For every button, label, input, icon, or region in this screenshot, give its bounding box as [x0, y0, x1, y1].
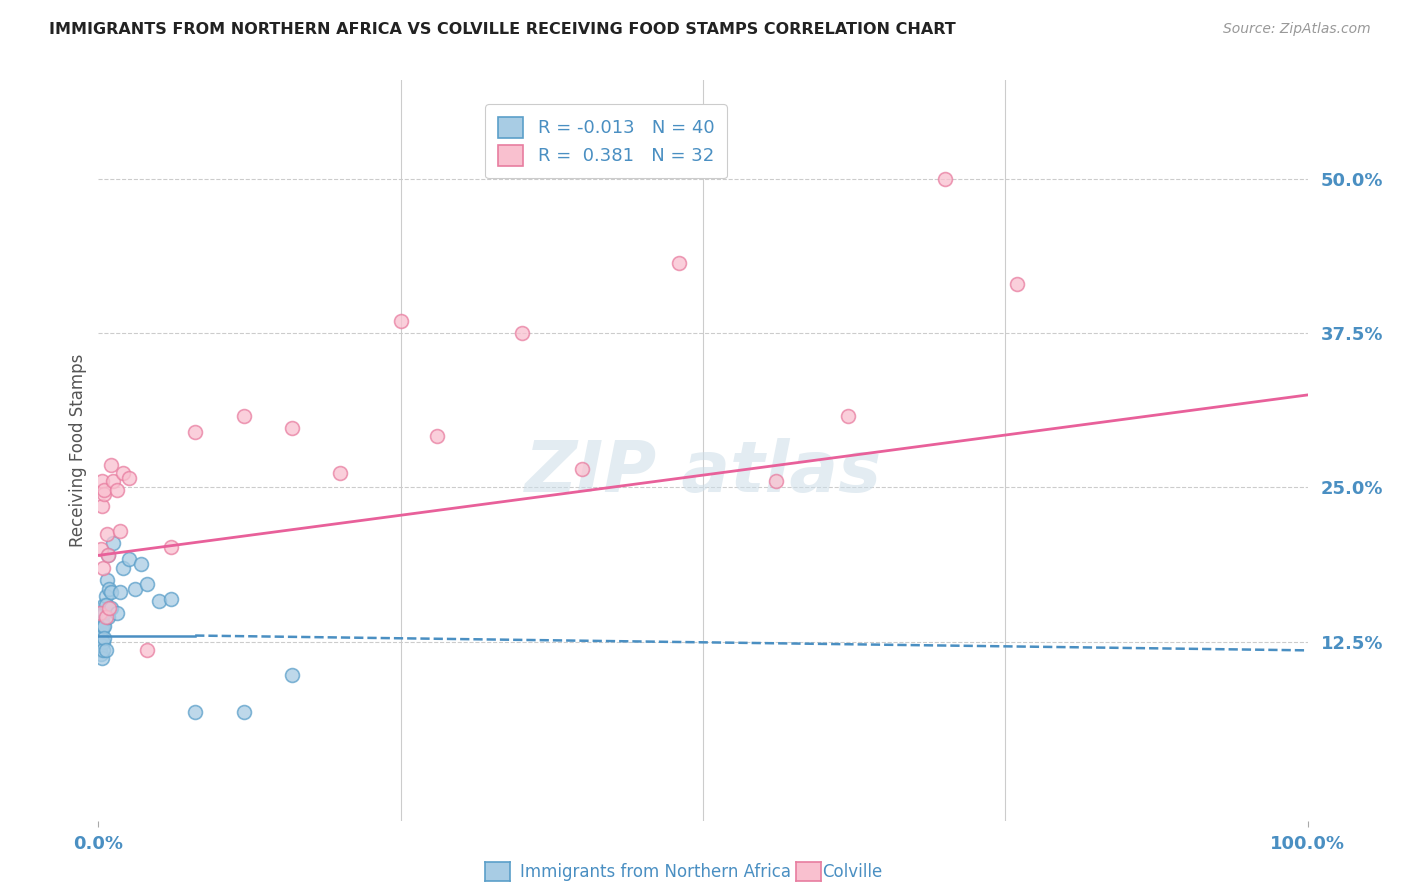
Point	[91, 614, 114, 628]
Point	[91, 650, 114, 665]
Point	[118, 552, 141, 566]
Point	[934, 172, 956, 186]
Point	[111, 466, 134, 480]
Point	[89, 628, 111, 642]
Point	[89, 607, 111, 621]
Point	[98, 601, 121, 615]
Point	[89, 643, 111, 657]
Point	[97, 610, 120, 624]
Point	[101, 475, 124, 489]
Point	[281, 421, 304, 435]
Point	[97, 549, 120, 563]
Point	[765, 475, 787, 489]
Text: IMMIGRANTS FROM NORTHERN AFRICA VS COLVILLE RECEIVING FOOD STAMPS CORRELATION CH: IMMIGRANTS FROM NORTHERN AFRICA VS COLVI…	[49, 22, 956, 37]
Point	[93, 607, 115, 621]
Point	[90, 647, 112, 661]
Point	[160, 591, 183, 606]
Point	[91, 634, 114, 648]
Point	[100, 458, 122, 473]
Point	[100, 601, 122, 615]
Point	[148, 594, 170, 608]
Point	[837, 409, 859, 423]
Point	[96, 527, 118, 541]
Point	[90, 639, 112, 653]
Point	[91, 643, 114, 657]
Point	[93, 618, 115, 632]
Point	[232, 705, 254, 719]
Point	[94, 598, 117, 612]
Y-axis label: Receiving Food Stamps: Receiving Food Stamps	[69, 354, 87, 547]
Point	[94, 610, 117, 624]
Point	[118, 470, 141, 484]
Text: ZIP atlas: ZIP atlas	[524, 438, 882, 508]
Point	[94, 589, 117, 603]
Point	[90, 626, 112, 640]
Point	[93, 483, 115, 497]
Point	[93, 598, 115, 612]
Point	[101, 536, 124, 550]
Point	[281, 668, 304, 682]
Point	[184, 425, 207, 439]
Point	[100, 585, 122, 599]
Point	[135, 643, 157, 657]
Point	[1007, 277, 1029, 291]
Point	[108, 524, 131, 538]
Point	[91, 623, 114, 637]
Point	[160, 540, 183, 554]
Point	[91, 618, 114, 632]
Text: Source: ZipAtlas.com: Source: ZipAtlas.com	[1223, 22, 1371, 37]
Point	[105, 607, 128, 621]
Text: Immigrants from Northern Africa: Immigrants from Northern Africa	[520, 863, 792, 881]
Point	[135, 576, 157, 591]
Point	[571, 462, 593, 476]
Point	[124, 582, 146, 596]
Point	[96, 573, 118, 587]
Point	[94, 643, 117, 657]
Point	[668, 256, 690, 270]
Point	[232, 409, 254, 423]
Point	[90, 631, 112, 645]
Point	[105, 483, 128, 497]
Point	[108, 585, 131, 599]
Point	[111, 560, 134, 574]
Point	[98, 582, 121, 596]
Point	[129, 557, 152, 571]
Legend: R = -0.013   N = 40, R =  0.381   N = 32: R = -0.013 N = 40, R = 0.381 N = 32	[485, 104, 727, 178]
Point	[91, 607, 114, 621]
Point	[91, 499, 114, 513]
Point	[184, 705, 207, 719]
Point	[97, 549, 120, 563]
Point	[426, 428, 449, 442]
Point	[510, 326, 533, 341]
Point	[91, 475, 114, 489]
Text: Colville: Colville	[823, 863, 883, 881]
Point	[89, 634, 111, 648]
Point	[93, 631, 115, 645]
Point	[90, 542, 112, 557]
Point	[389, 314, 412, 328]
Point	[91, 560, 114, 574]
Point	[329, 466, 352, 480]
Point	[93, 486, 115, 500]
